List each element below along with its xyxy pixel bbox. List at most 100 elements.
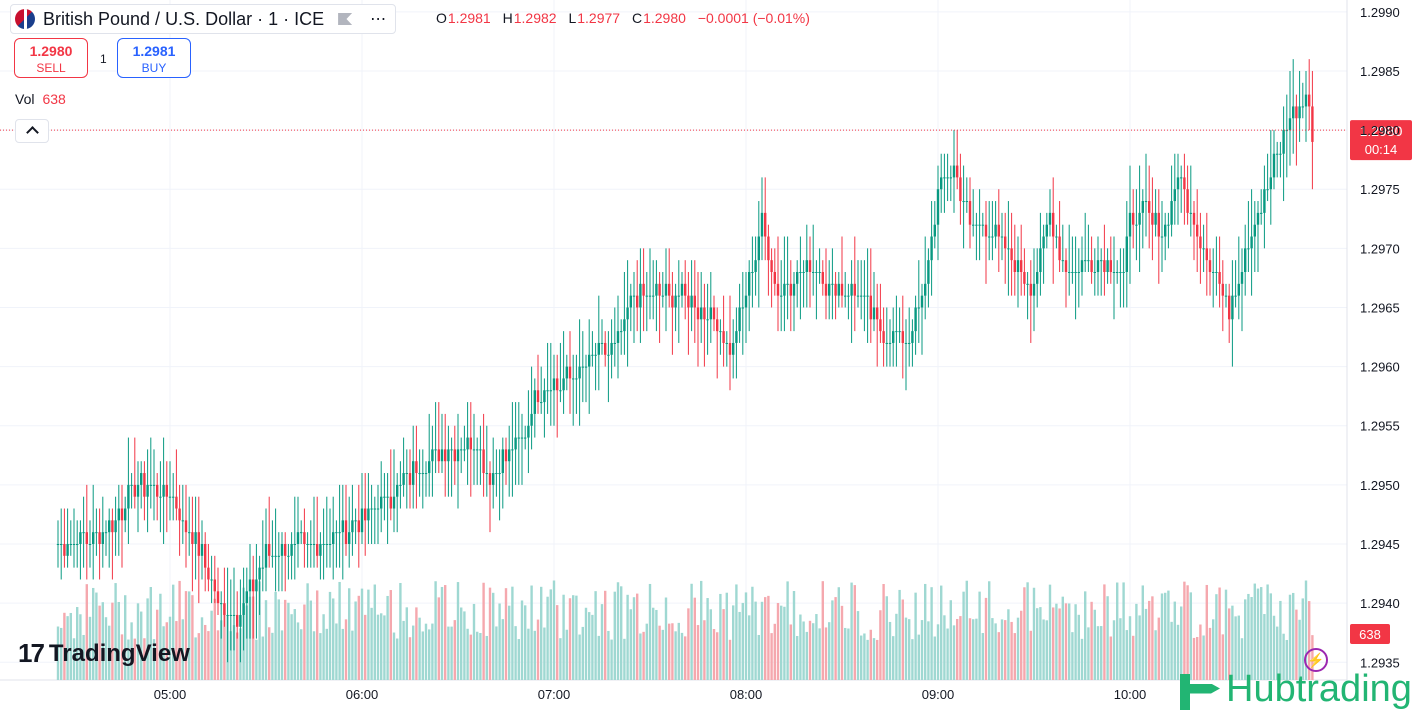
candle-body	[255, 579, 258, 592]
volume-bar	[776, 603, 780, 680]
volume-bar	[732, 605, 735, 680]
candle-body	[1256, 212, 1260, 225]
candle-body	[434, 449, 437, 451]
change-value: −0.0001 (−0.01%)	[697, 10, 810, 26]
volume-bar	[280, 630, 284, 680]
volume-bar	[373, 584, 376, 680]
volume-bar	[1276, 626, 1279, 680]
candle-body	[876, 307, 879, 320]
volume-bar	[1186, 585, 1189, 680]
volume-bar	[322, 614, 325, 680]
candle-body	[495, 473, 498, 475]
candle-body	[952, 165, 956, 178]
candle-body	[335, 532, 338, 534]
sell-button[interactable]: 1.2980 SELL	[14, 38, 88, 78]
more-icon[interactable]: ⋯	[370, 11, 388, 28]
candle-body	[108, 520, 111, 533]
flag-marker-icon[interactable]	[338, 13, 353, 25]
volume-legend[interactable]: Vol 638	[15, 91, 66, 107]
candle-body	[520, 437, 524, 439]
candle-body	[581, 366, 584, 368]
candle-body	[396, 484, 399, 497]
candle-body	[1167, 224, 1170, 226]
candle-body	[754, 260, 757, 272]
candle-body	[399, 484, 402, 486]
volume-bar	[264, 600, 268, 680]
candle-body	[1128, 212, 1132, 237]
volume-bar	[498, 603, 501, 680]
candle-body	[178, 508, 181, 521]
candle-body	[767, 236, 770, 261]
volume-bar	[188, 591, 191, 680]
candle-body	[101, 532, 104, 544]
candle-body	[885, 342, 888, 344]
volume-bar	[1221, 634, 1224, 680]
time-axis: 05:00 06:00 07:00 08:00 09:00 10:00	[154, 687, 1147, 702]
volume-bar	[1061, 596, 1064, 680]
candle-body	[655, 283, 658, 296]
candle-body	[1151, 212, 1154, 225]
candle-body	[1087, 260, 1090, 262]
buy-button[interactable]: 1.2981 BUY	[117, 38, 191, 78]
tradingview-logo[interactable]: 17 TradingView	[18, 638, 190, 669]
volume-bar	[796, 636, 799, 680]
symbol-header[interactable]: British Pound / U.S. Dollar · 1 · ICE ⋯	[10, 4, 397, 34]
high-value: 1.2982	[513, 10, 557, 26]
volume-bar	[712, 629, 716, 680]
volume-bar	[709, 609, 712, 680]
volume-bar	[613, 591, 616, 680]
candle-body	[437, 449, 440, 462]
volume-bar	[968, 618, 972, 680]
volume-bar	[1199, 624, 1202, 680]
volume-bar	[98, 605, 101, 680]
volume-bar	[1298, 619, 1301, 680]
volume-bar	[60, 627, 63, 680]
volume-bar	[1180, 606, 1183, 680]
quantity-value[interactable]: 1	[100, 52, 107, 66]
volume-bar	[1215, 594, 1218, 680]
candle-body	[1045, 224, 1048, 237]
volume-bar	[316, 590, 319, 680]
candle-body	[738, 307, 741, 332]
candle-body	[146, 484, 149, 497]
candle-body	[200, 544, 204, 556]
candle-body	[879, 319, 882, 332]
volume-bar	[1269, 593, 1272, 680]
last-price-label: 1.2980	[1360, 123, 1403, 139]
volume-bar	[130, 622, 133, 680]
candle-body	[277, 555, 280, 557]
volume-bar	[1125, 630, 1128, 680]
volume-bar	[911, 639, 914, 680]
candle-body	[165, 484, 168, 497]
volume-bar	[543, 627, 546, 680]
symbol-title[interactable]: British Pound / U.S. Dollar · 1 · ICE	[43, 8, 325, 29]
candle-body	[930, 236, 933, 261]
last-price-badge	[1350, 120, 1412, 161]
volume-bar	[85, 584, 88, 680]
volume-bar	[1205, 584, 1208, 680]
volume-bar	[629, 609, 632, 680]
volume-bar	[1112, 620, 1116, 680]
candle-body	[498, 473, 501, 475]
volume-bar	[1013, 633, 1016, 680]
volume-bar	[1138, 615, 1141, 680]
lightning-icon[interactable]: ⚡	[1304, 648, 1328, 672]
volume-bar	[684, 636, 687, 680]
candle-body	[188, 532, 191, 534]
volume-bar	[514, 626, 517, 680]
candle-body	[140, 473, 143, 485]
collapse-legend-button[interactable]	[15, 119, 49, 143]
candle-body	[844, 295, 847, 297]
candle-body	[1205, 248, 1208, 261]
volume-bar	[965, 580, 968, 680]
candle-body	[389, 496, 392, 509]
volume-bar	[639, 633, 642, 680]
candle-body	[440, 449, 444, 462]
volume-bar	[159, 593, 162, 680]
candle-body	[1301, 106, 1304, 108]
candle-body	[424, 473, 428, 475]
volume-bar	[735, 584, 738, 680]
volume-bar	[744, 592, 748, 680]
volume-bar	[431, 623, 434, 680]
